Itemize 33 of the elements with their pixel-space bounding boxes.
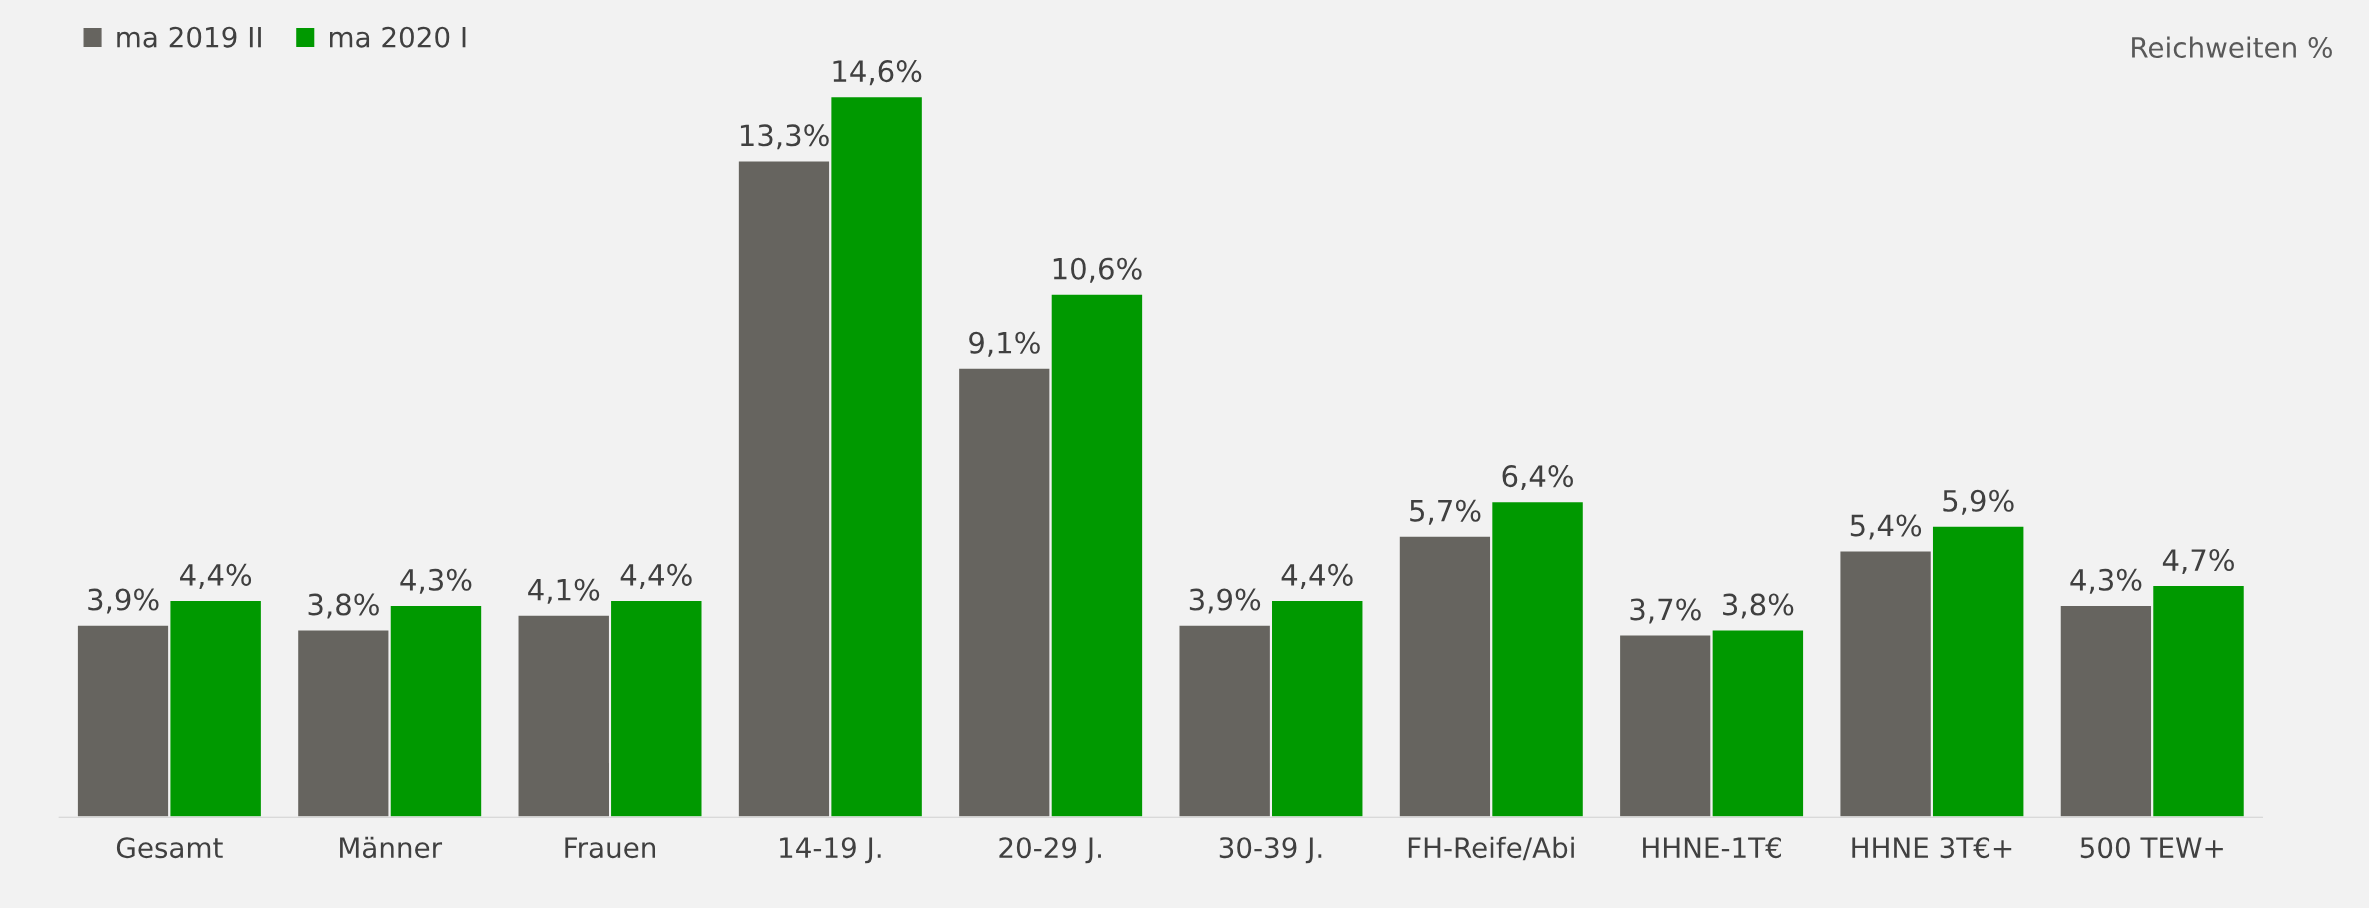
data-label: 9,1% [969, 331, 1040, 357]
legend-label: ma 2020 I [330, 26, 466, 48]
x-tick-label: HHNE-1T€ [1643, 837, 1781, 859]
legend-label: ma 2019 II [117, 26, 261, 48]
data-label: 5,7% [1410, 499, 1481, 525]
data-label: 6,4% [1502, 465, 1573, 491]
data-label: 4,4% [1281, 563, 1353, 589]
data-label: 3,9% [88, 588, 159, 614]
x-tick-label: Männer [340, 836, 443, 859]
data-label: 4,1% [528, 578, 600, 604]
data-label: 5,9% [1943, 489, 2014, 515]
data-label: 3,7% [1630, 598, 1701, 624]
x-tick-label: 20-29 J. [999, 837, 1101, 864]
data-label: 4,4% [620, 563, 692, 589]
data-label: 3,9% [1189, 588, 1261, 614]
text: Reichweiten % [2132, 36, 2332, 58]
x-tick-label: 500 TEW+ [2080, 837, 2223, 859]
data-label: 3,8% [308, 593, 379, 619]
x-tick-label: FH-Reife/Abi [1408, 836, 1574, 861]
data-label: 4,7% [2162, 549, 2234, 575]
data-label: 5,4% [1850, 514, 1922, 540]
x-tick-label: 30-39 J. [1219, 837, 1322, 864]
x-tick-label: 14-19 J. [780, 837, 881, 864]
x-tick-label: Gesamt [116, 837, 223, 859]
data-label: 4,3% [400, 568, 472, 594]
x-tick-label: HHNE 3T€+ [1852, 837, 2012, 859]
data-label: 3,8% [1723, 593, 1794, 619]
x-tick-label: Frauen [565, 837, 656, 859]
data-label: 4,3% [2070, 568, 2142, 594]
data-label: 4,4% [180, 563, 252, 589]
data-label: 14,6% [833, 60, 922, 86]
data-label: 10,6% [1053, 257, 1142, 283]
data-label: 13,3% [740, 124, 829, 150]
